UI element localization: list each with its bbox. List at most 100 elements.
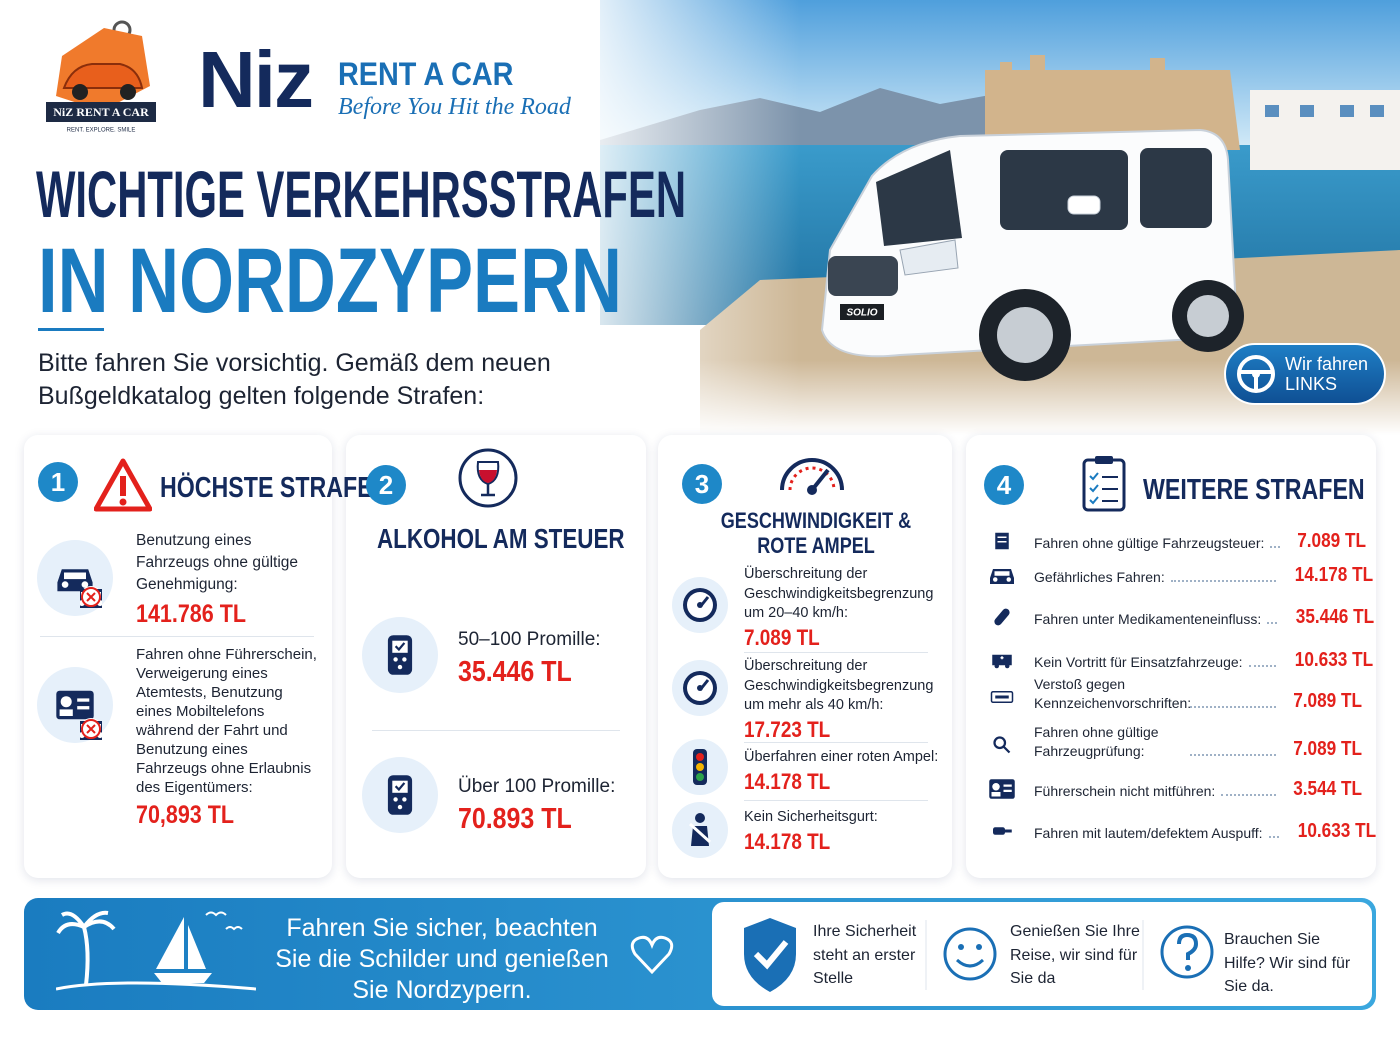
shape [997,307,1053,363]
leader [1267,622,1278,624]
hero-scene: SOLIO Wir fahren LINKS [560,0,1400,435]
brand-slogan: Before You Hit the Road [338,94,571,120]
card-title-text: GESCHWINDIGKEIT & ROTE AMPEL [720,508,912,558]
penalty-amount: 7.089 TL [1293,738,1363,760]
penalty-text: Benutzung eines Fahrzeugs ohne gültige G… [136,532,299,593]
penalty-amount-box: 10.633 TL [1282,649,1373,672]
logo-sub: RENT. EXPLORE. SMILE [67,128,136,134]
penalty-text: Überschreitung der Geschwindigkeitsbegre… [744,566,934,621]
brand-tagline: RENT A CAR [338,56,514,92]
shape [1177,932,1199,960]
penalty-amount-box: 7.089 TL [1286,530,1367,553]
shape [992,654,1012,669]
penalty-amount-box: 7.089 TL [1282,690,1362,713]
heart-icon [630,935,674,975]
shape [997,536,1007,538]
icon [672,739,728,795]
icon [672,577,728,633]
leader [1248,665,1276,667]
shape [72,84,88,100]
penalty-row: Fahren ohne gültige Fahrzeugsteuer: 7.089… [1034,530,1366,553]
card-title: ALKOHOL AM STEUER [346,523,646,555]
penalty-amount-box: 3.544 TL [1282,778,1362,801]
shape [993,736,1011,754]
intro: Bitte fahren Sie vorsichtig. Gemäß dem n… [38,349,551,410]
shape [402,657,407,662]
leader [1190,754,1276,756]
speed-icon [780,458,844,495]
shape [387,775,413,815]
shape [995,532,1009,550]
shape [876,150,962,246]
icon [672,802,728,858]
shape [683,588,717,622]
card-number: 1 [38,462,78,502]
shape [683,671,717,705]
shape [992,783,1000,791]
separator [744,742,928,743]
shape [696,763,704,771]
shape [630,935,674,975]
penalty-item: 50–100 Promille: 35.446 TL [458,628,638,689]
shape [1240,370,1272,390]
penalty-text: 50–100 Promille: [458,629,601,650]
shape [394,642,406,652]
shape [1095,456,1113,464]
penalty-text: Kein Vortritt für Einsatzfahrzeuge: [1034,654,1243,670]
penalty-amount: 7.089 TL [1293,690,1363,712]
shape [1002,745,1011,754]
icon [362,757,438,833]
shape [696,753,704,761]
shape [393,657,398,662]
shape [993,577,998,582]
card-number: 3 [682,464,722,504]
shape [696,773,704,781]
shape [992,654,1012,666]
penalty-item: Überschreitung der Geschwindigkeitsbegre… [744,565,939,651]
shape [59,709,73,716]
penalty-text: Fahren unter Medikamenteneinfluss: [1034,611,1262,627]
shape [1340,105,1354,117]
shape [807,485,817,495]
shape [1185,965,1191,971]
shape [788,466,836,491]
penalty-amount: 3.544 TL [1293,778,1363,800]
shape [693,749,707,785]
leader [1190,706,1276,708]
penalty-item: Überschreitung der Geschwindigkeitsbegre… [744,657,939,743]
icon [994,608,1010,626]
leader [1170,580,1276,582]
penalty-amount: 7.089 TL [1297,530,1367,552]
penalty-row: Führerschein nicht mitführen: 3.544 TL [1034,778,1362,801]
icon [672,660,728,716]
shape [56,910,116,935]
shape [402,797,407,802]
shape [1000,150,1128,230]
shape [1067,195,1101,215]
penalty-row: Gefährliches Fahren: 14.178 TL [1034,564,1373,587]
penalty-text: Verstoß gegen Kennzeichenvorschriften: [1034,676,1192,711]
shape [780,458,844,491]
penalty-amount: 70.893 TL [458,803,572,835]
shape [46,102,156,122]
shape [120,476,126,496]
penalty-amount: 14.178 TL [1294,564,1374,586]
shape [955,958,985,968]
badge-line2: LINKS [1285,374,1337,394]
shape [64,572,86,580]
feature-text: Brauchen Sie Hilfe? Wir sind für Sie da. [1224,931,1351,995]
penalty-amount-box: 14.178 TL [1282,564,1373,587]
penalty-amount-box: 7.089 TL [1282,738,1362,761]
shape [697,685,703,691]
feature-text: Ihre Sicherheit steht an erster Stelle [813,923,917,987]
headline-line1: WICHTIGE VERKEHRSSTRAFEN [36,157,686,231]
shape [688,822,712,844]
penalty-item: Kein Sicherheitsgurt: 14.178 TL [744,808,939,855]
card-1 [24,435,332,878]
shape [688,813,712,846]
shape [744,918,796,992]
shape [77,706,90,710]
leader [1221,794,1276,796]
shape [985,55,1240,150]
